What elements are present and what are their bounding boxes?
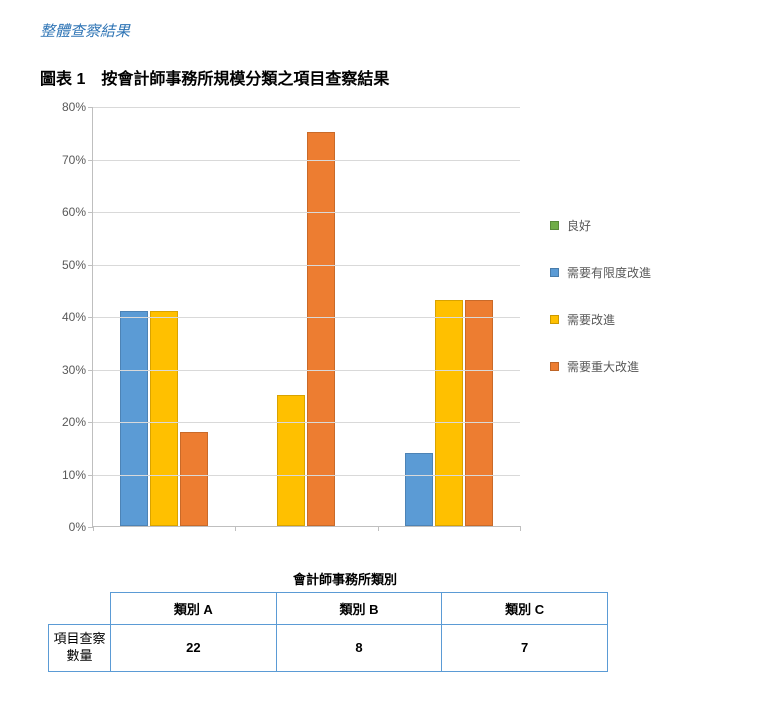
bar xyxy=(465,300,493,526)
y-tick-label: 0% xyxy=(69,520,86,534)
legend-item: 需要重大改進 xyxy=(550,358,651,375)
y-tick-label: 30% xyxy=(62,363,86,377)
chart-container: 0%10%20%30%40%50%60%70%80% 良好需要有限度改進需要改進… xyxy=(40,107,717,547)
y-tick-label: 70% xyxy=(62,153,86,167)
bar xyxy=(120,311,148,526)
legend: 良好需要有限度改進需要改進需要重大改進 xyxy=(550,217,651,405)
grid-line xyxy=(93,475,520,476)
x-tick-mark xyxy=(235,526,236,531)
table-cell: 22 xyxy=(111,625,277,672)
x-tick-mark xyxy=(93,526,94,531)
grid-line xyxy=(93,160,520,161)
legend-label: 需要有限度改進 xyxy=(567,264,651,281)
legend-item: 需要有限度改進 xyxy=(550,264,651,281)
chart-plot-area: 0%10%20%30%40%50%60%70%80% xyxy=(40,107,520,547)
grid-line xyxy=(93,107,520,108)
table-col-header: 類別 A xyxy=(111,593,277,625)
legend-item: 需要改進 xyxy=(550,311,651,328)
section-title: 整體查察結果 xyxy=(40,20,717,41)
table-cell: 8 xyxy=(276,625,442,672)
y-tick-label: 60% xyxy=(62,205,86,219)
bar xyxy=(405,453,433,527)
legend-item: 良好 xyxy=(550,217,651,234)
table-row-header: 項目查察數量 xyxy=(49,625,111,672)
data-table: 類別 A 類別 B 類別 C 項目查察數量 22 8 7 xyxy=(48,592,608,672)
table-col-header: 類別 C xyxy=(442,593,608,625)
plot-region xyxy=(92,107,520,527)
legend-swatch xyxy=(550,221,559,230)
legend-label: 需要重大改進 xyxy=(567,358,639,375)
y-tick-label: 80% xyxy=(62,100,86,114)
grid-line xyxy=(93,422,520,423)
bar xyxy=(150,311,178,526)
bar xyxy=(277,395,305,526)
legend-label: 良好 xyxy=(567,217,591,234)
y-tick-label: 20% xyxy=(62,415,86,429)
x-tick-mark xyxy=(520,526,521,531)
table-cell: 7 xyxy=(442,625,608,672)
grid-line xyxy=(93,265,520,266)
x-axis-title: 會計師事務所類別 xyxy=(80,569,610,588)
bar xyxy=(180,432,208,527)
grid-line xyxy=(93,370,520,371)
grid-line xyxy=(93,317,520,318)
legend-swatch xyxy=(550,315,559,324)
y-tick-label: 40% xyxy=(62,310,86,324)
x-tick-mark xyxy=(378,526,379,531)
y-axis: 0%10%20%30%40%50%60%70%80% xyxy=(40,107,92,547)
y-tick-label: 50% xyxy=(62,258,86,272)
chart-title: 圖表 1 按會計師事務所規模分類之項目查察結果 xyxy=(40,65,717,89)
legend-swatch xyxy=(550,362,559,371)
table-corner-blank xyxy=(49,593,111,625)
bar xyxy=(307,132,335,526)
table-col-header: 類別 B xyxy=(276,593,442,625)
legend-swatch xyxy=(550,268,559,277)
grid-line xyxy=(93,212,520,213)
legend-label: 需要改進 xyxy=(567,311,615,328)
y-tick-label: 10% xyxy=(62,468,86,482)
bar xyxy=(435,300,463,526)
